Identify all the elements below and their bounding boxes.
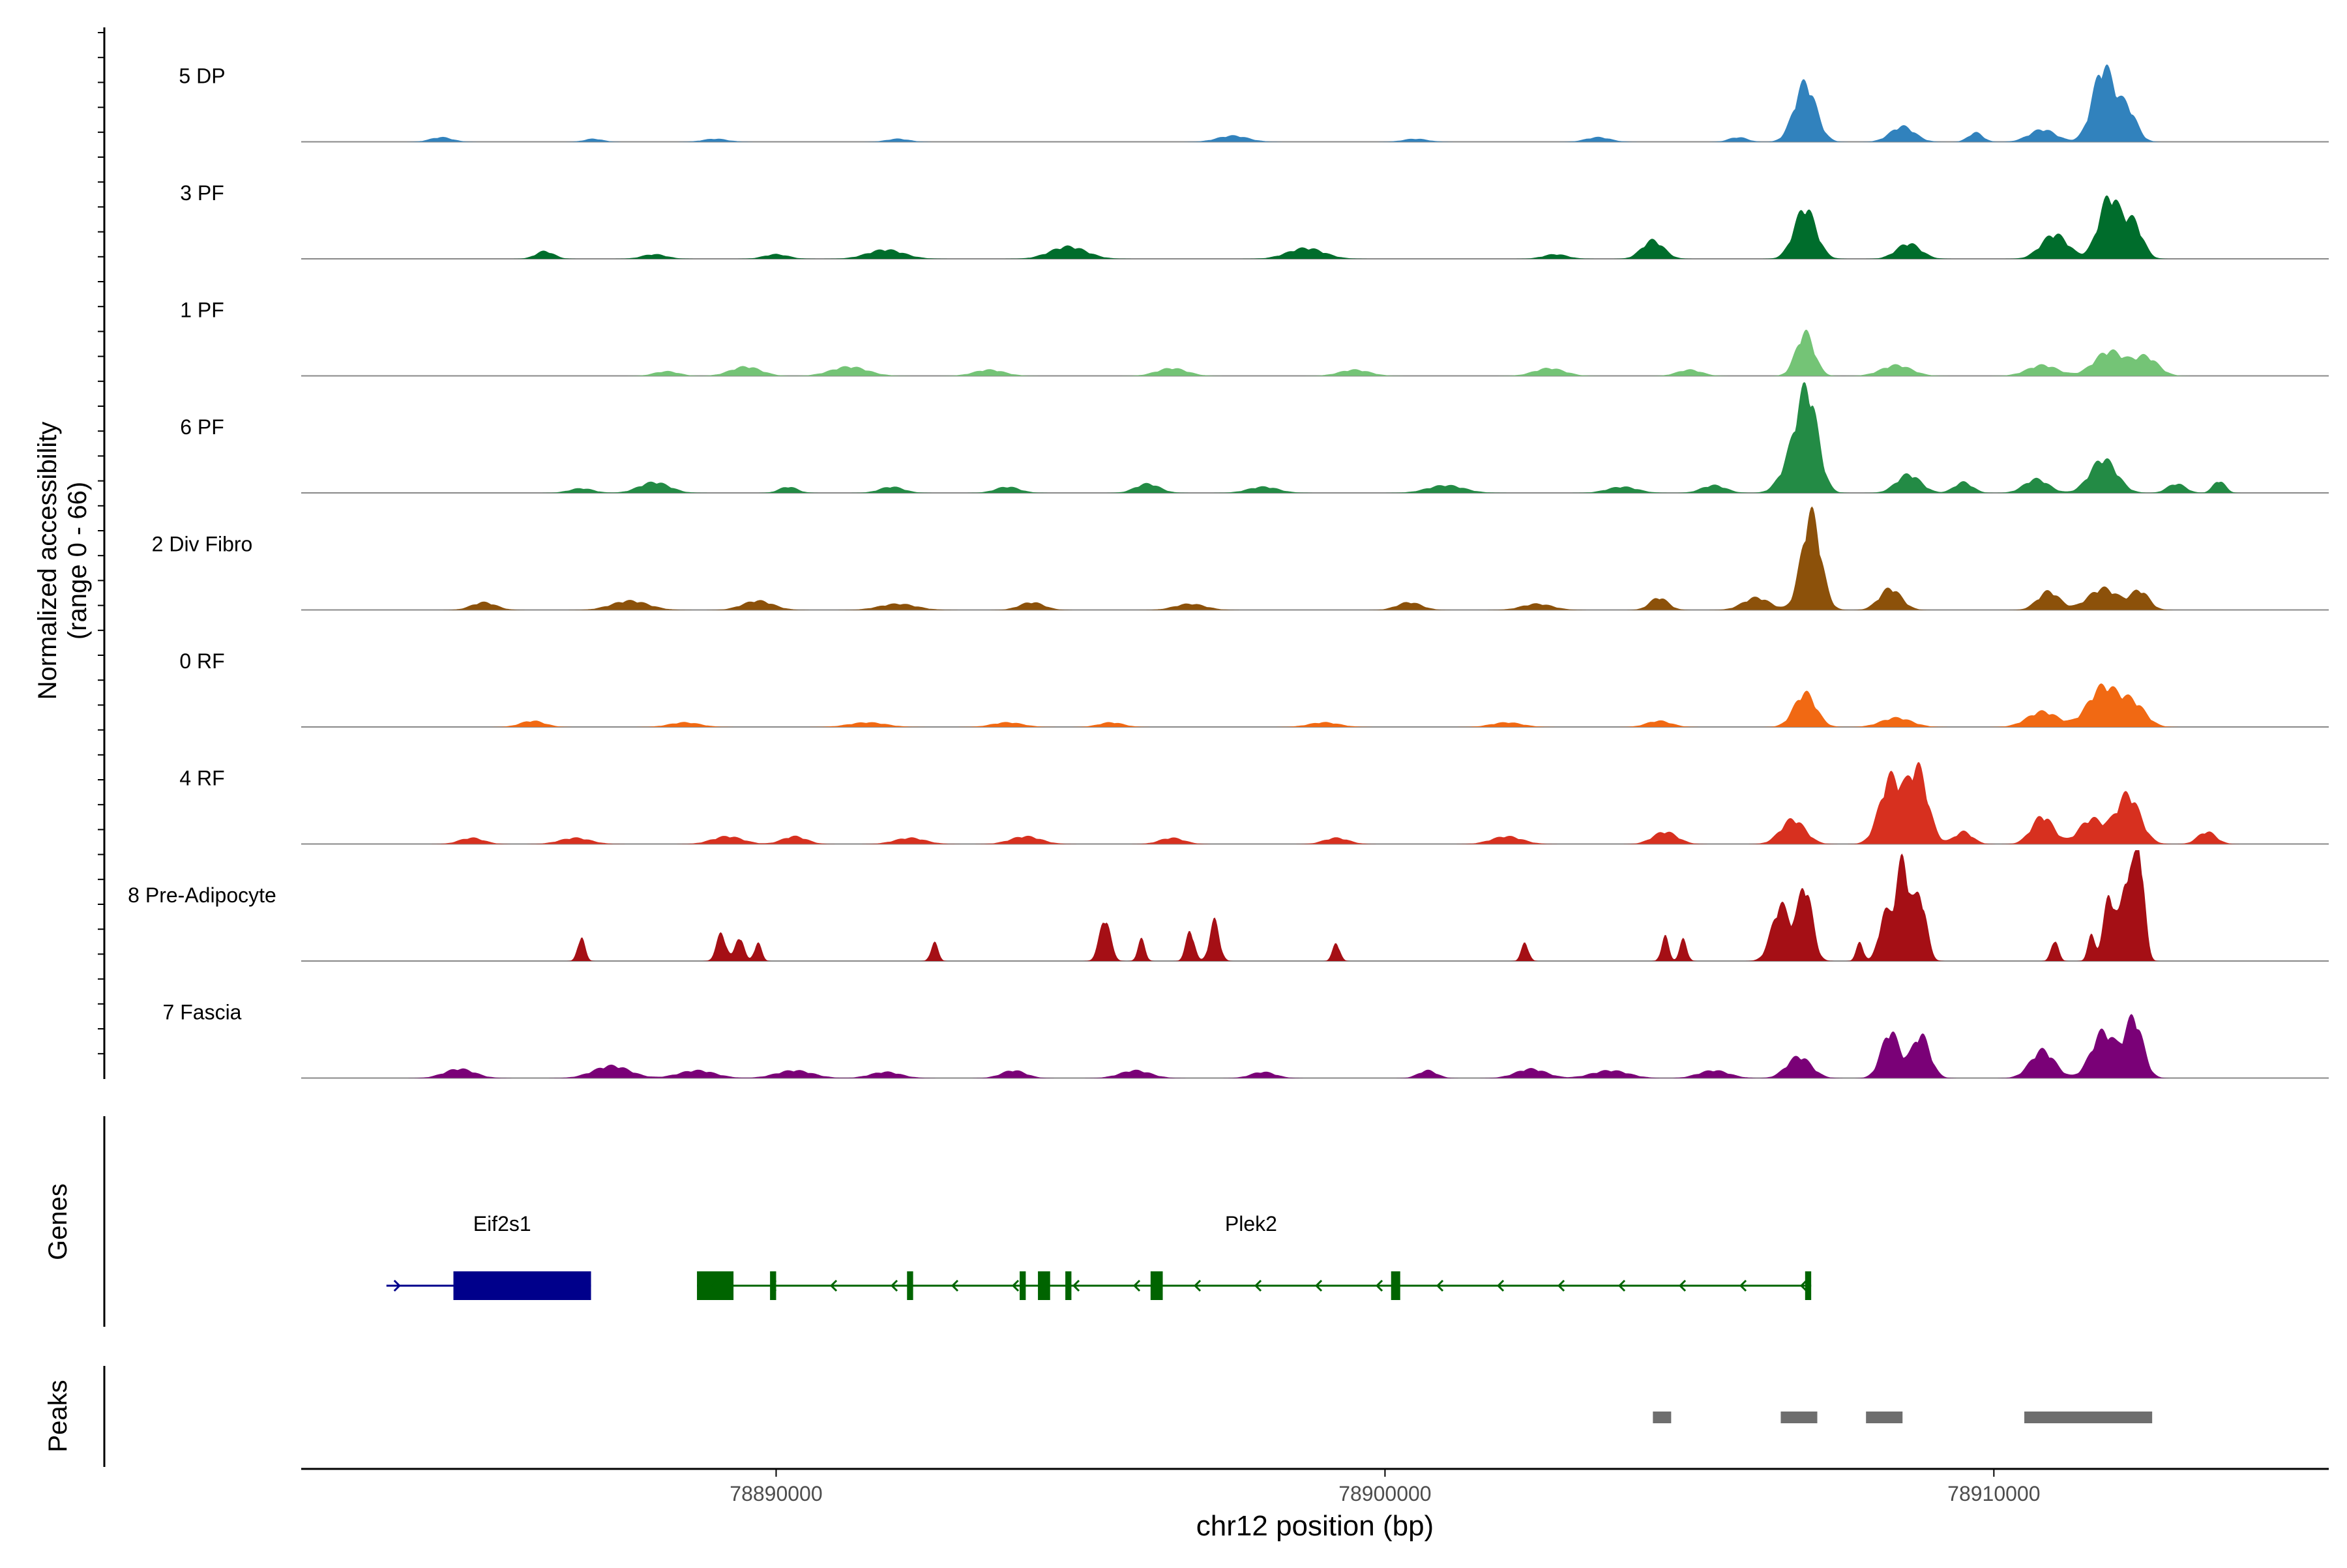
y-axis-label: Normalized accessibility bbox=[33, 422, 62, 700]
strand-arrow bbox=[1739, 1279, 1747, 1292]
strand-arrow bbox=[1557, 1279, 1565, 1292]
track-coverage-area bbox=[380, 195, 2250, 259]
peak-region bbox=[1780, 1412, 1818, 1423]
strand-arrow bbox=[393, 1279, 401, 1292]
gene-plek2: Plek2 bbox=[697, 1212, 1812, 1300]
gene-exon bbox=[453, 1271, 591, 1300]
track-label: 6 PF bbox=[180, 415, 224, 439]
strand-arrow bbox=[1132, 1279, 1141, 1292]
coverage-y-axis-ticks bbox=[98, 32, 104, 1055]
strand-arrow bbox=[890, 1279, 898, 1292]
genes-axis-label: Genes bbox=[44, 1183, 72, 1260]
strand-arrow bbox=[1011, 1279, 1020, 1292]
track-2-div-fibro: 2 Div Fibro bbox=[152, 506, 2329, 611]
strand-arrow bbox=[514, 1279, 522, 1292]
peak-region bbox=[1653, 1412, 1672, 1423]
track-5-dp: 5 DP bbox=[179, 65, 2329, 143]
peaks-axis-label: Peaks bbox=[44, 1380, 72, 1452]
strand-arrow bbox=[1254, 1279, 1262, 1292]
track-label: 7 Fascia bbox=[163, 1001, 242, 1024]
x-axis-label: chr12 position (bp) bbox=[1196, 1510, 1434, 1542]
track-label: 3 PF bbox=[180, 181, 224, 205]
strand-arrow bbox=[951, 1279, 959, 1292]
strand-arrow bbox=[575, 1279, 583, 1292]
track-label: 1 PF bbox=[180, 299, 224, 322]
coverage-tracks: 5 DP 3 PF 1 PF 6 PF 2 Div Fibro 0 RF 4 RF 8 Pre… bbox=[128, 65, 2329, 1079]
gene-exon bbox=[1065, 1271, 1072, 1300]
peak-region bbox=[1866, 1412, 1903, 1423]
strand-arrow bbox=[1436, 1279, 1444, 1292]
gene-exon bbox=[697, 1271, 734, 1300]
x-tick-label: 78900000 bbox=[1338, 1482, 1431, 1505]
track-4-rf: 4 RF bbox=[179, 762, 2329, 845]
strand-arrow bbox=[1678, 1279, 1687, 1292]
track-1-pf: 1 PF bbox=[180, 299, 2329, 377]
track-7-fascia: 7 Fascia bbox=[163, 1001, 2329, 1079]
strand-arrow bbox=[1375, 1279, 1383, 1292]
strand-arrow bbox=[708, 1279, 716, 1292]
strand-arrow bbox=[1799, 1279, 1808, 1292]
strand-arrow bbox=[1314, 1279, 1323, 1292]
track-coverage-area bbox=[380, 1014, 2250, 1078]
x-tick-label: 78910000 bbox=[1947, 1482, 2040, 1505]
gene-name-label: Plek2 bbox=[1225, 1212, 1277, 1235]
strand-arrow bbox=[1193, 1279, 1202, 1292]
gene-exon bbox=[1150, 1271, 1163, 1300]
track-label: 4 RF bbox=[179, 767, 224, 790]
track-label: 0 RF bbox=[179, 649, 224, 673]
coverage-y-axis-title: Normalized accessibility (range 0 - 66) bbox=[33, 422, 92, 700]
strand-arrow bbox=[829, 1279, 838, 1292]
track-coverage-area bbox=[380, 683, 2250, 727]
gene-name-label: Eif2s1 bbox=[473, 1212, 531, 1235]
track-label: 5 DP bbox=[179, 65, 225, 88]
track-6-pf: 6 PF bbox=[180, 382, 2329, 494]
gene-exon bbox=[770, 1271, 776, 1300]
gene-annotation-track: Eif2s1 Plek2 bbox=[386, 1212, 1812, 1300]
track-label: 2 Div Fibro bbox=[152, 533, 253, 556]
peak-region bbox=[2024, 1412, 2153, 1423]
track-label: 8 Pre-Adipocyte bbox=[128, 883, 276, 907]
y-axis-range-label: (range 0 - 66) bbox=[63, 482, 92, 640]
gene-exon bbox=[1038, 1271, 1050, 1300]
strand-arrow bbox=[1496, 1279, 1505, 1292]
x-axis-ticks: 78890000 78900000 78910000 bbox=[730, 1469, 2041, 1505]
gene-exon bbox=[907, 1271, 913, 1300]
track-coverage-area bbox=[380, 850, 2250, 961]
strand-arrow bbox=[1617, 1279, 1626, 1292]
gene-exon bbox=[1805, 1271, 1812, 1300]
strand-arrow bbox=[1072, 1279, 1080, 1292]
gene-exon bbox=[1391, 1271, 1400, 1300]
track-0-rf: 0 RF bbox=[179, 649, 2329, 728]
gene-eif2s1: Eif2s1 bbox=[386, 1212, 591, 1300]
x-tick-label: 78890000 bbox=[730, 1482, 822, 1505]
track-8-pre-adipocyte: 8 Pre-Adipocyte bbox=[128, 850, 2329, 962]
strand-arrow bbox=[454, 1279, 462, 1292]
track-3-pf: 3 PF bbox=[180, 181, 2329, 259]
strand-arrow bbox=[769, 1279, 777, 1292]
peak-regions-track bbox=[1653, 1412, 2153, 1423]
gene-exon bbox=[1020, 1271, 1026, 1300]
